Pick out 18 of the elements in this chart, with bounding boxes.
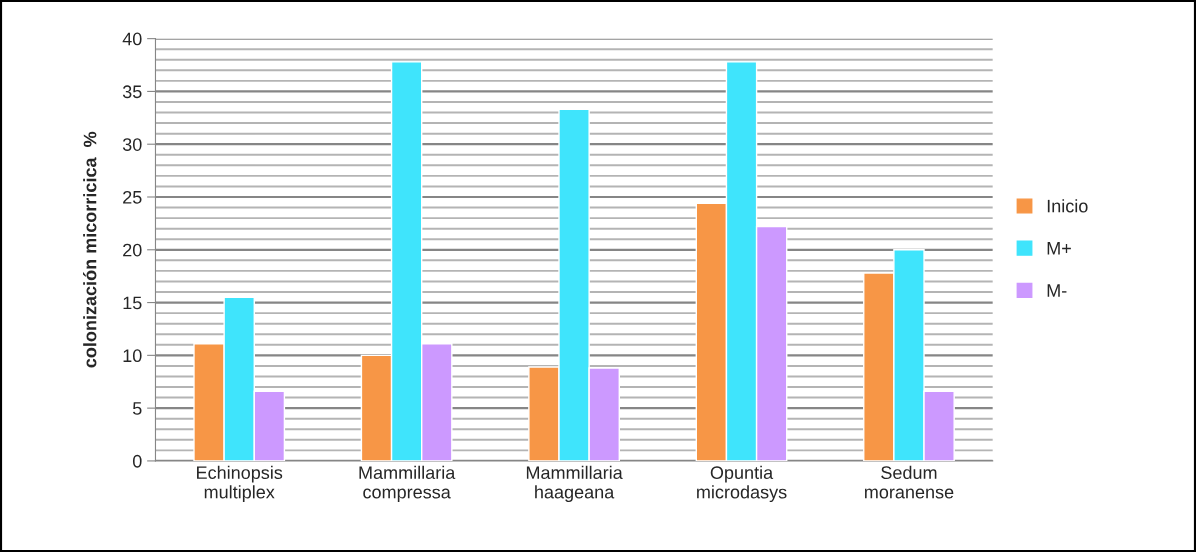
legend-label: M- xyxy=(1047,284,1067,297)
y-tick-label: 30 xyxy=(122,138,142,151)
y-tick-label: 0 xyxy=(132,454,142,468)
y-tick-label: 35 xyxy=(122,85,142,99)
y-tick-label: 25 xyxy=(123,190,142,204)
y-tick-label: 5 xyxy=(132,402,142,415)
y-tick-label: 40 xyxy=(122,32,142,46)
legend-label: Inicio xyxy=(1047,199,1088,213)
y-tick-label: 15 xyxy=(123,296,142,310)
x-tick-label: Mammillaria haageana xyxy=(526,465,623,503)
y-axis-title: colonización micorricica % xyxy=(82,131,97,368)
x-tick-label: Echinopsis multiplex xyxy=(197,465,283,503)
y-tick-label: 20 xyxy=(123,243,142,257)
legend-label: M+ xyxy=(1047,242,1071,255)
x-tick-label: Opuntia microdasys xyxy=(697,465,787,503)
y-tick-label: 10 xyxy=(123,349,142,363)
x-tick-label: Sedum moranense xyxy=(865,465,954,499)
x-tick-label: Mammillaria compressa xyxy=(359,465,456,503)
